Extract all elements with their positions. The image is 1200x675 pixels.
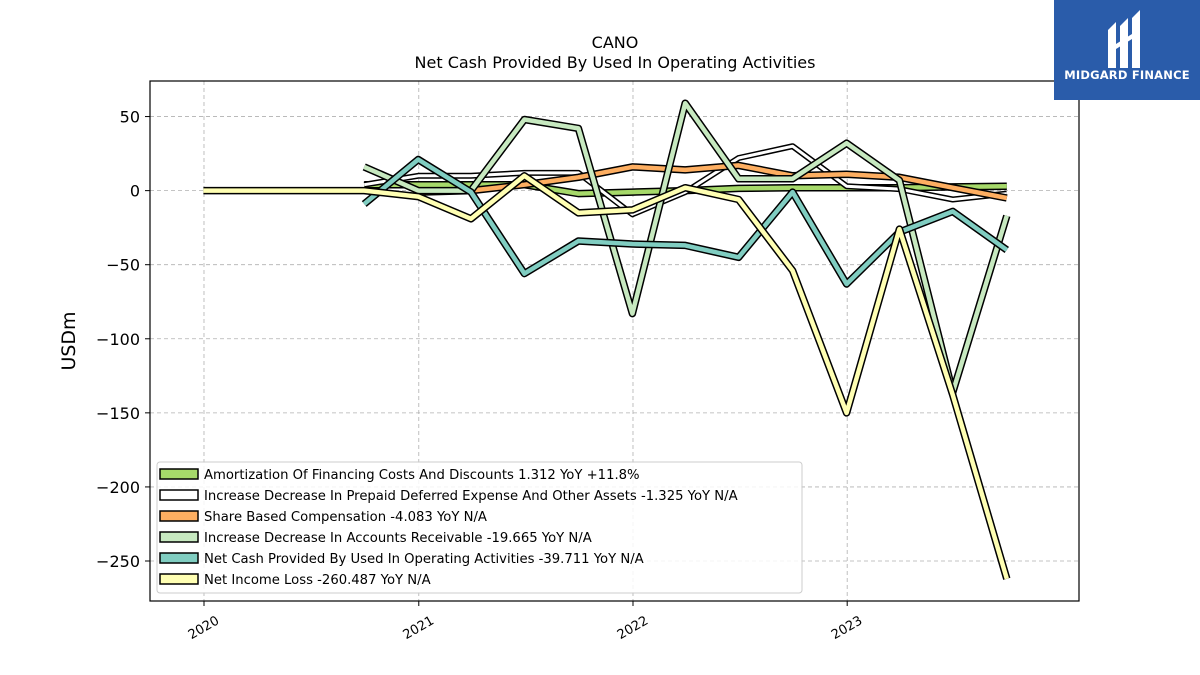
- chart-title: CANO: [592, 33, 639, 52]
- legend-label: Increase Decrease In Accounts Receivable…: [204, 531, 592, 546]
- y-tick-label: −100: [96, 330, 140, 349]
- series-5: [203, 172, 1011, 580]
- y-tick-label: −250: [96, 552, 140, 571]
- legend-label: Net Cash Provided By Used In Operating A…: [204, 552, 644, 567]
- y-tick-label: −200: [96, 478, 140, 497]
- y-tick-label: 0: [130, 182, 140, 201]
- x-tick-label: 2023: [829, 613, 865, 643]
- series-lines: [203, 99, 1011, 580]
- legend-swatch: [159, 468, 199, 480]
- legend-label: Share Based Compensation -4.083 YoY N/A: [204, 510, 487, 525]
- legend-swatch: [159, 531, 199, 543]
- legend-swatch: [159, 489, 199, 501]
- x-tick-label: 2021: [401, 613, 437, 643]
- plot-area-frame: [149, 80, 1080, 602]
- legend-swatch: [159, 510, 199, 522]
- legend-label: Amortization Of Financing Costs And Disc…: [204, 468, 640, 483]
- y-axis-label: USDm: [58, 311, 80, 370]
- y-tick-label: −150: [96, 404, 140, 423]
- legend-box: [156, 461, 803, 594]
- y-tick-label: −50: [106, 256, 140, 275]
- brand-name: MIDGARD FINANCE: [1064, 68, 1190, 82]
- series-line: [203, 173, 1009, 580]
- x-tick-label: 2020: [186, 613, 222, 643]
- legend-swatch: [159, 573, 199, 585]
- y-tick-label: 50: [120, 108, 140, 127]
- x-tick-label: 2022: [615, 613, 651, 643]
- legend-label: Increase Decrease In Prepaid Deferred Ex…: [204, 489, 738, 504]
- brand-mark-icon: [1108, 10, 1140, 68]
- legend-swatch: [159, 552, 199, 564]
- brand-logo: MIDGARD FINANCE: [1054, 0, 1200, 100]
- legend-label: Net Income Loss -260.487 YoY N/A: [204, 573, 431, 588]
- legend: Amortization Of Financing Costs And Disc…: [156, 461, 803, 594]
- chart-subtitle: Net Cash Provided By Used In Operating A…: [415, 53, 816, 72]
